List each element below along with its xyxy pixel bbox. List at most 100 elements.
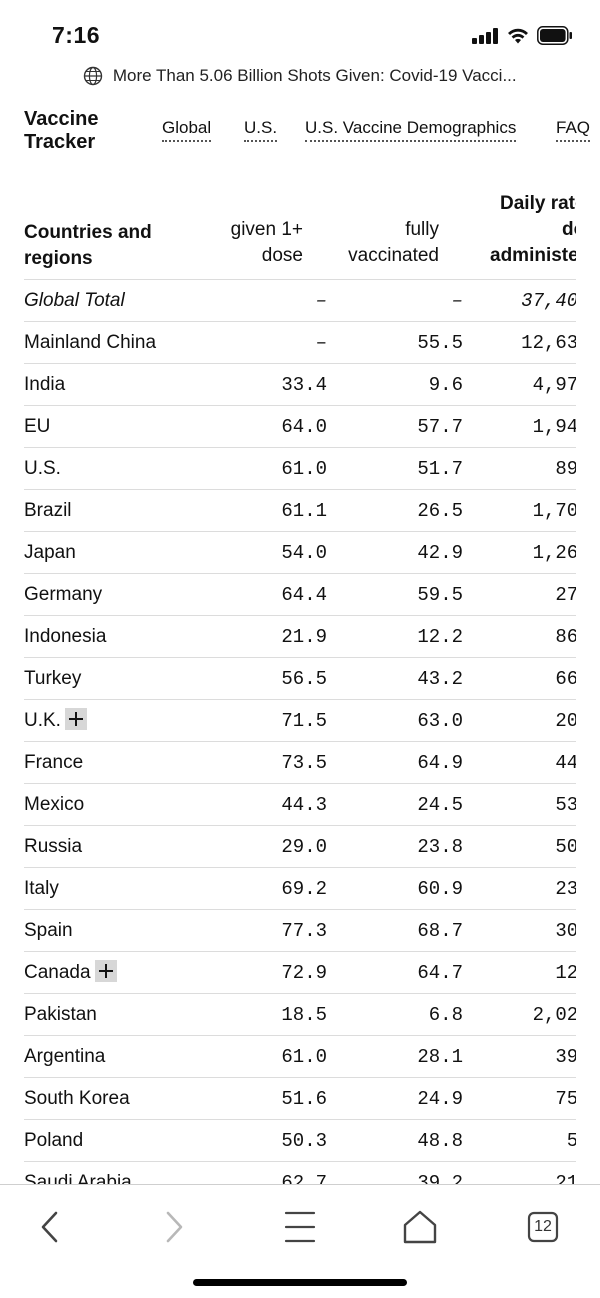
fully-vaccinated-percent: 68.7: [417, 920, 463, 942]
country-name: South Korea: [24, 1078, 130, 1120]
tab-count: 12: [534, 1218, 552, 1235]
header-countries[interactable]: Countries and regions: [24, 220, 152, 272]
fully-vaccinated-percent: 39.2: [417, 1172, 463, 1184]
status-bar: 7:16: [0, 0, 600, 70]
one-dose-percent: 72.9: [281, 962, 327, 984]
one-dose-percent: 21.9: [281, 626, 327, 648]
fully-vaccinated-percent: 23.8: [417, 836, 463, 858]
nav-us-demographics-link[interactable]: U.S. Vaccine Demographics: [305, 118, 517, 142]
table-row: Indonesia 21.9 12.2 868,: [24, 615, 576, 657]
table-row: France 73.5 64.9 443,: [24, 741, 576, 783]
tracker-title-line2: Tracker: [24, 131, 96, 153]
country-name-text: Indonesia: [24, 626, 107, 647]
home-indicator[interactable]: [193, 1279, 407, 1286]
country-name: Indonesia: [24, 616, 106, 658]
country-name-text: Brazil: [24, 500, 72, 521]
fully-vaccinated-percent: 24.9: [417, 1088, 463, 1110]
country-name: Russia: [24, 826, 82, 868]
country-name: India: [24, 364, 65, 406]
one-dose-percent: 50.3: [281, 1130, 327, 1152]
daily-doses-value: 2,028,: [532, 1004, 576, 1026]
vaccination-table: Countries and regions given 1+ dose full…: [0, 180, 576, 1184]
country-name-text: Italy: [24, 878, 59, 899]
country-name-text: India: [24, 374, 66, 395]
one-dose-percent: 33.4: [281, 374, 327, 396]
country-name: U.K.: [24, 700, 87, 742]
country-name: Poland: [24, 1120, 83, 1162]
one-dose-percent: 69.2: [281, 878, 327, 900]
fully-vaccinated-percent: 59.5: [417, 584, 463, 606]
one-dose-percent: 51.6: [281, 1088, 327, 1110]
country-name-text: Poland: [24, 1130, 84, 1151]
table-row: Spain 77.3 68.7 302,: [24, 909, 576, 951]
country-name-text: Argentina: [24, 1046, 106, 1067]
tabs-icon: [527, 1211, 559, 1243]
home-icon[interactable]: [398, 1205, 442, 1249]
back-icon[interactable]: [28, 1205, 72, 1249]
expand-plus-icon[interactable]: [64, 707, 87, 730]
one-dose-percent: 71.5: [281, 710, 327, 732]
table-row: Russia 29.0 23.8 503,: [24, 825, 576, 867]
country-name: Germany: [24, 574, 102, 616]
header-fully-line2: vaccinated: [348, 245, 439, 266]
header-daily-rate[interactable]: Daily rate doses administered: [490, 191, 576, 269]
table-row: Brazil 61.1 26.5 1,702,: [24, 489, 576, 531]
country-name: Global Total: [24, 280, 125, 322]
fully-vaccinated-percent: 64.9: [417, 752, 463, 774]
one-dose-percent: 64.0: [281, 416, 327, 438]
daily-doses-value: 1,949,: [532, 416, 576, 438]
table-row: Mexico 44.3 24.5 536,: [24, 783, 576, 825]
nav-us-link[interactable]: U.S.: [244, 118, 278, 142]
daily-doses-value: 891,: [555, 458, 576, 480]
one-dose-percent: –: [315, 332, 327, 354]
country-name: EU: [24, 406, 50, 448]
one-dose-percent: 61.0: [281, 1046, 327, 1068]
daily-doses-value: 274,: [555, 584, 576, 606]
country-name-text: Pakistan: [24, 1004, 97, 1025]
header-fully-line1: fully: [405, 219, 439, 240]
daily-doses-value: 302,: [555, 920, 576, 942]
nav-global-link[interactable]: Global: [162, 118, 212, 142]
table-row: South Korea 51.6 24.9 759,: [24, 1077, 576, 1119]
reader-list-icon[interactable]: [278, 1205, 322, 1249]
country-name: Japan: [24, 532, 76, 574]
fully-vaccinated-percent: 48.8: [417, 1130, 463, 1152]
country-name: Canada: [24, 952, 117, 994]
daily-doses-value: 233,: [555, 878, 576, 900]
table-row: Pakistan 18.5 6.8 2,028,: [24, 993, 576, 1035]
daily-doses-value: 209,: [555, 710, 576, 732]
country-name-text: EU: [24, 416, 51, 437]
fully-vaccinated-percent: 63.0: [417, 710, 463, 732]
expand-plus-icon[interactable]: [94, 959, 117, 982]
header-one-dose[interactable]: given 1+ dose: [231, 217, 303, 269]
fully-vaccinated-percent: 60.9: [417, 878, 463, 900]
page-title: More Than 5.06 Billion Shots Given: Covi…: [112, 66, 517, 85]
one-dose-percent: 77.3: [281, 920, 327, 942]
country-name: Mexico: [24, 784, 84, 826]
fully-vaccinated-percent: 28.1: [417, 1046, 463, 1068]
country-name: Spain: [24, 910, 73, 952]
address-bar[interactable]: More Than 5.06 Billion Shots Given: Covi…: [0, 66, 600, 98]
table-row: Germany 64.4 59.5 274,: [24, 573, 576, 615]
one-dose-percent: 54.0: [281, 542, 327, 564]
tabs-button[interactable]: 12: [521, 1205, 565, 1249]
daily-doses-value: 503,: [555, 836, 576, 858]
country-name: France: [24, 742, 83, 784]
header-fully-vaccinated[interactable]: fully vaccinated: [348, 217, 439, 269]
one-dose-percent: 64.4: [281, 584, 327, 606]
table-row: Global Total – – 37,405,: [24, 279, 576, 321]
one-dose-percent: 73.5: [281, 752, 327, 774]
country-name: Mainland China: [24, 322, 156, 364]
table-row: Poland 50.3 48.8 55,: [24, 1119, 576, 1161]
daily-doses-value: 393,: [555, 1046, 576, 1068]
tracker-title[interactable]: Vaccine Tracker: [24, 108, 134, 154]
fully-vaccinated-percent: 64.7: [417, 962, 463, 984]
forward-icon[interactable]: [152, 1205, 196, 1249]
one-dose-percent: –: [315, 290, 327, 312]
country-name-text: Global Total: [24, 290, 125, 311]
nav-faq-link[interactable]: FAQ: [556, 118, 591, 142]
table-row: Italy 69.2 60.9 233,: [24, 867, 576, 909]
table-row: Turkey 56.5 43.2 663,: [24, 657, 576, 699]
country-name: Turkey: [24, 658, 81, 700]
daily-doses-value: 123,: [555, 962, 576, 984]
